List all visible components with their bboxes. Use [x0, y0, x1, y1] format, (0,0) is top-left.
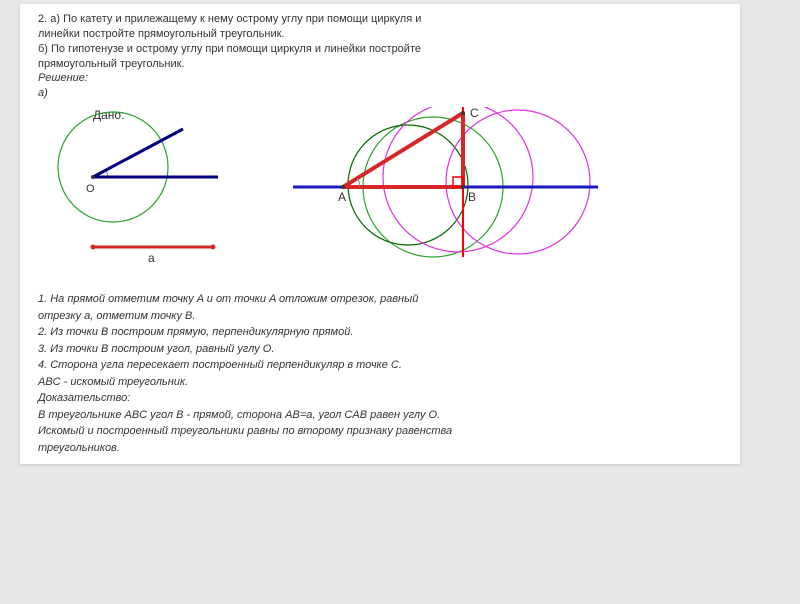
problem-line: линейки постройте прямоугольный треуголь…: [38, 27, 722, 42]
solution-line: 3. Из точки B построим угол, равный углу…: [38, 341, 722, 358]
label-b-point: B: [468, 190, 476, 204]
diagram-svg: Дано: O a: [38, 107, 738, 282]
solution-line: Искомый и построенный треугольники равны…: [38, 423, 722, 440]
geometry-diagram: Дано: O a: [38, 107, 722, 287]
document-page: 2. а) По катету и прилежащему к нему ост…: [20, 4, 740, 464]
part-label: а): [38, 86, 722, 101]
solution-line: 2. Из точки B построим прямую, перпендик…: [38, 324, 722, 341]
construction-circle: [383, 107, 533, 252]
solution-line: 4. Сторона угла пересекает построенный п…: [38, 357, 722, 374]
solution-heading: Решение:: [38, 71, 722, 86]
point-a: [341, 185, 345, 189]
given-label: Дано:: [93, 108, 124, 122]
solution-line: отрезку a, отметим точку B.: [38, 308, 722, 325]
angle-ray-oblique: [93, 129, 183, 177]
point-b: [461, 185, 465, 189]
proof-heading: Доказательство:: [38, 390, 722, 407]
point-c: [461, 111, 465, 115]
label-a: a: [148, 251, 155, 265]
vertex-point: [91, 175, 95, 179]
problem-line: б) По гипотенузе и острому углу при помо…: [38, 42, 722, 57]
problem-line: прямоугольный треугольник.: [38, 57, 722, 72]
problem-line: 2. а) По катету и прилежащему к нему ост…: [38, 12, 722, 27]
solution-line: 1. На прямой отметим точку A и от точки …: [38, 291, 722, 308]
problem-statement: 2. а) По катету и прилежащему к нему ост…: [38, 12, 722, 101]
label-a-point: A: [338, 190, 346, 204]
label-c-point: C: [470, 107, 479, 120]
solution-line: треугольников.: [38, 440, 722, 457]
segment-endpoint: [91, 245, 96, 250]
solution-steps: 1. На прямой отметим точку A и от точки …: [38, 291, 722, 456]
label-o: O: [86, 183, 95, 195]
solution-line: ABC - искомый треугольник.: [38, 374, 722, 391]
segment-endpoint: [211, 245, 216, 250]
solution-line: В треугольнике ABC угол B - прямой, стор…: [38, 407, 722, 424]
